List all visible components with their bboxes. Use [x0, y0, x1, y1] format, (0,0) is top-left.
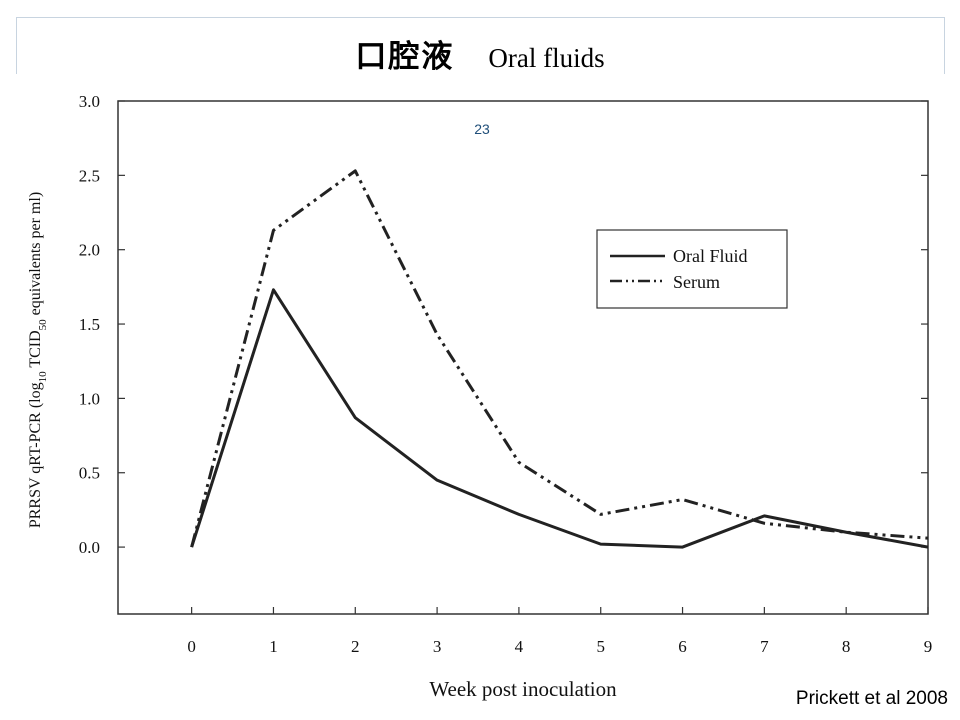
y-tick-label: 1.0 [79, 389, 100, 408]
title-chinese: 口腔液 [355, 39, 455, 74]
y-tick-label: 0.5 [79, 464, 100, 483]
x-tick-label: 4 [515, 637, 524, 656]
series-line-oral-fluid [190, 288, 929, 549]
x-tick-label: 6 [678, 637, 687, 656]
y-tick-label: 1.5 [79, 315, 100, 334]
slide-title-frame [16, 17, 945, 74]
legend: Oral Fluid Serum [596, 229, 788, 309]
plot-frame [117, 100, 929, 615]
y-axis: 0.0 0.5 1.0 1.5 2.0 2.5 3.0 [79, 92, 928, 557]
x-tick-label: 0 [187, 637, 196, 656]
x-tick-label: 8 [842, 637, 851, 656]
page-number: 23 [474, 121, 490, 137]
y-tick-label: 0.0 [79, 538, 100, 557]
series-line-serum [190, 169, 929, 548]
y-axis-label: PRRSV qRT-PCR (log10 TCID50 equivalents … [27, 192, 49, 528]
y-tick-label: 2.0 [79, 241, 100, 260]
citation: Prickett et al 2008 [795, 688, 948, 709]
x-tick-label: 3 [433, 637, 442, 656]
x-tick-label: 1 [269, 637, 278, 656]
x-tick-label: 9 [924, 637, 933, 656]
series-group [190, 169, 929, 549]
title-english: Oral fluids [488, 43, 605, 73]
legend-box [596, 229, 788, 309]
legend-label-oral-fluid: Oral Fluid [673, 246, 748, 266]
y-tick-label: 2.5 [79, 166, 100, 185]
x-tick-label: 7 [760, 637, 769, 656]
x-tick-label: 5 [596, 637, 605, 656]
x-axis: 0 1 2 3 4 5 6 7 8 9 [187, 607, 932, 656]
slide-title: 口腔液 Oral fluids [0, 31, 960, 76]
x-tick-label: 2 [351, 637, 360, 656]
legend-label-serum: Serum [673, 272, 720, 292]
x-axis-label: Week post inoculation [429, 677, 617, 701]
y-tick-label: 3.0 [79, 92, 100, 111]
